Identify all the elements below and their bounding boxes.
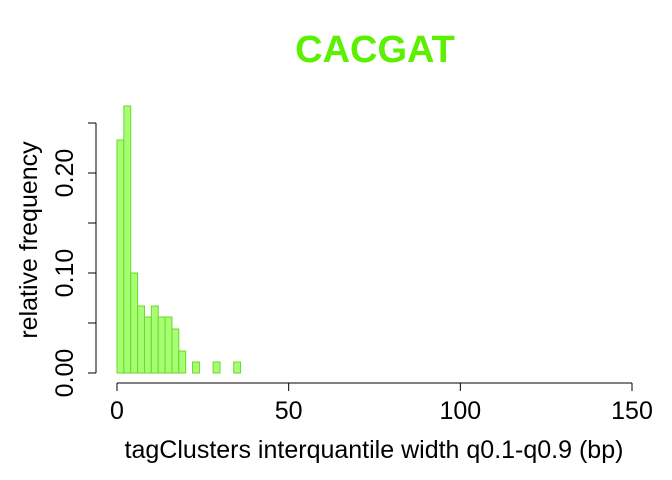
- x-tick-label: 0: [110, 397, 124, 425]
- histogram-bar: [137, 305, 145, 374]
- y-axis-label: relative frequency: [15, 141, 43, 339]
- x-tick-label: 50: [275, 397, 303, 425]
- histogram-bar: [116, 139, 125, 374]
- x-axis-label: tagClusters interquantile width q0.1-q0.…: [125, 436, 624, 464]
- histogram-bar: [164, 316, 173, 374]
- histogram-bar: [192, 361, 200, 374]
- histogram-bar: [130, 272, 139, 374]
- histogram-bar: [150, 305, 159, 374]
- histogram-bar: [157, 316, 166, 374]
- chart-title: CACGAT: [295, 29, 455, 71]
- x-tick-label: 100: [439, 397, 481, 425]
- histogram-bar: [143, 316, 152, 374]
- histogram-bar: [178, 350, 187, 374]
- histogram-bar: [233, 361, 242, 374]
- y-tick-label: 0.00: [51, 349, 79, 398]
- y-axis-ticks: 0.00 0.10 0.20: [51, 122, 96, 398]
- x-axis-ticks: 0 50 100 150: [110, 383, 653, 425]
- histogram-bar: [171, 328, 180, 374]
- y-tick-label: 0.20: [51, 149, 79, 198]
- histogram-bars: [116, 105, 242, 374]
- x-tick-label: 150: [611, 397, 653, 425]
- histogram-bar: [212, 361, 221, 374]
- histogram-bar: [123, 105, 132, 374]
- y-tick-label: 0.10: [51, 249, 79, 298]
